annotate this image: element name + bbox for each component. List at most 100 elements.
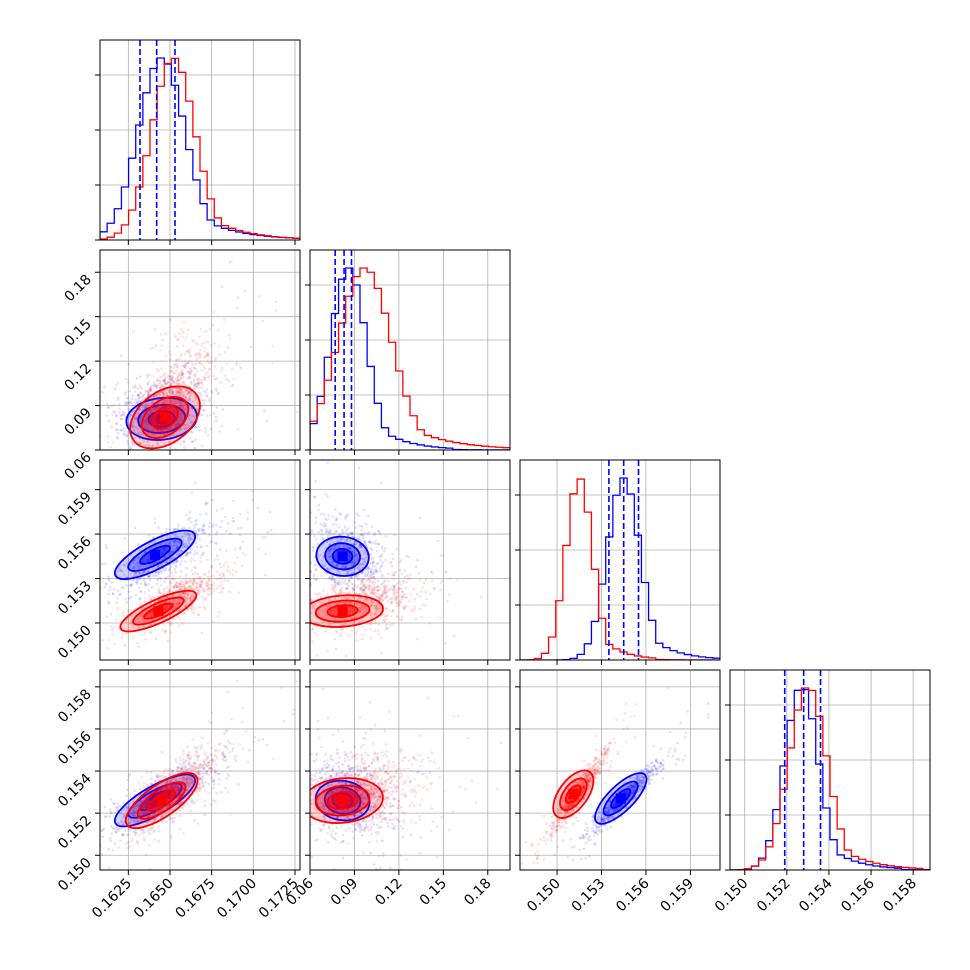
sample-point [142,624,146,628]
sample-point [379,596,383,600]
sample-point [170,785,173,789]
sample-point [195,589,198,593]
sample-point [257,538,260,541]
sample-point [143,577,146,580]
sample-point [186,592,190,596]
sample-point [380,575,383,578]
sample-point [182,591,186,595]
sample-point [198,605,201,609]
sample-point [376,589,379,592]
sample-point [159,332,163,336]
sample-point [137,571,141,575]
sample-point [211,498,214,502]
sample-point [143,551,147,554]
sample-point [334,544,338,547]
sample-point [208,399,211,403]
sample-point [136,641,139,645]
sample-point [182,526,186,530]
sample-point [155,438,159,442]
sample-point [130,397,134,400]
sample-point [130,621,133,625]
sample-point [134,418,138,422]
sample-point [153,516,157,520]
sample-point [382,589,385,593]
sample-point [129,413,133,417]
sample-point [393,592,397,595]
sample-point [206,433,210,437]
sample-point [346,527,350,530]
contour-peak-red [160,412,170,423]
sample-point [210,359,213,363]
sample-point [156,595,159,598]
sample-point [351,549,355,553]
sample-point [399,559,403,562]
sample-point [413,607,416,611]
sample-point [152,360,155,364]
sample-point [198,789,201,792]
sample-point [145,405,149,409]
sample-point [183,545,186,549]
sample-point [176,559,179,562]
sample-point [178,588,182,592]
sample-point [177,551,180,555]
sample-point [208,361,211,364]
sample-point [118,403,121,406]
sample-point [146,570,150,573]
sample-point [187,779,191,783]
sample-point [134,571,138,575]
sample-point [186,361,190,365]
sample-point [385,627,388,631]
sample-point [191,779,195,783]
sample-point [123,476,126,479]
sample-point [101,391,104,394]
sample-point [202,572,206,576]
sample-point [351,560,355,564]
sample-point [212,779,215,783]
sample-point [305,570,308,573]
sample-point [148,422,152,426]
sample-point [147,589,150,593]
sample-point [372,604,376,607]
sample-point [157,587,161,591]
sample-point [226,579,230,583]
sample-point [171,399,175,403]
sample-point [393,596,396,599]
sample-point [174,564,177,567]
sample-point [184,545,187,548]
sample-point [128,609,131,613]
sample-point [170,375,173,378]
sample-point [380,553,383,557]
sample-point [311,640,314,643]
sample-point [323,525,326,529]
sample-point [198,428,201,432]
sample-point [330,560,334,563]
sample-point [122,814,126,818]
sample-point [161,807,165,811]
sample-point [304,611,307,614]
sample-point [185,768,189,771]
sample-point [172,366,176,369]
sample-point [393,584,396,588]
sample-point [107,578,111,582]
sample-point [175,483,178,486]
sample-point [176,581,179,585]
sample-point [180,586,184,590]
sample-point [316,365,319,368]
sample-point [165,382,168,385]
sample-point [444,571,448,574]
sample-point [185,389,189,392]
sample-point [165,560,169,564]
sample-point [128,773,132,776]
sample-point [200,631,203,635]
sample-point [291,544,294,547]
sample-point [172,548,175,552]
sample-point [380,636,383,640]
sample-point [376,579,380,583]
sample-point [179,766,183,770]
sample-point [169,784,173,787]
sample-point [240,564,244,568]
sample-point [400,619,403,622]
sample-point [128,390,131,393]
sample-point [82,479,85,482]
